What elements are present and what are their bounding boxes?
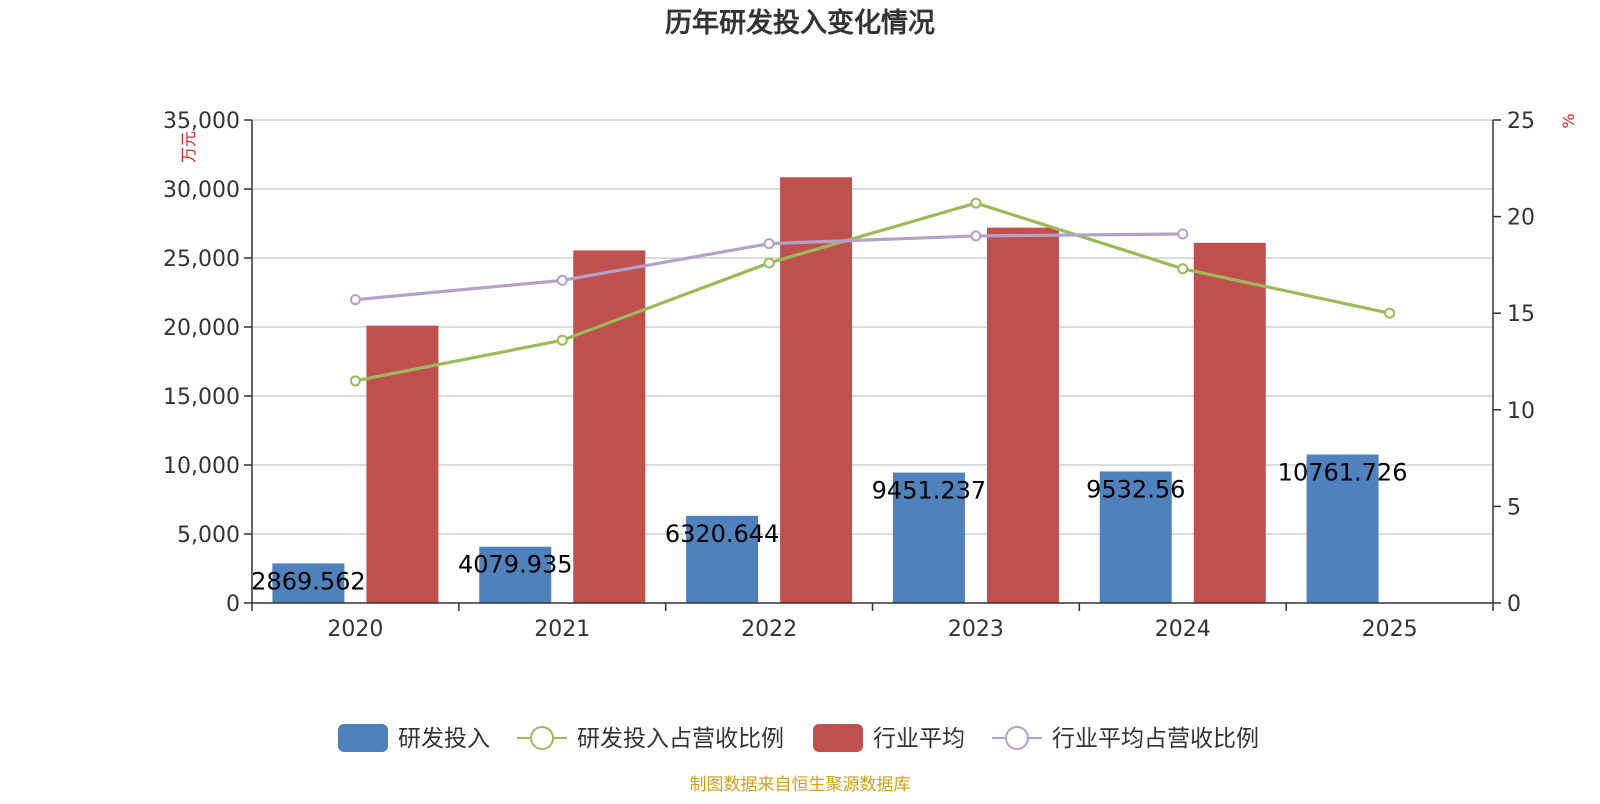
bar-industry (573, 250, 646, 603)
x-tick-label: 2021 (534, 617, 590, 642)
y-left-tick-label: 35,000 (163, 109, 240, 134)
bars (272, 177, 1379, 603)
y-left-tick-label: 25,000 (163, 247, 240, 272)
data-label-rd: 4079.935 (458, 551, 573, 579)
y-right-tick-label: 15 (1507, 302, 1535, 327)
y-left-tick-label: 20,000 (163, 316, 240, 341)
bar-rd (1099, 471, 1172, 603)
y-left-tick-label: 0 (226, 592, 240, 617)
y-right-tick-label: 10 (1507, 399, 1535, 424)
data-labels: 2869.562 4079.935 6320.644 9451.237 9532.56 1… (251, 458, 1407, 595)
point-industry-ratio (763, 238, 775, 250)
legend-label: 研发投入占营收比例 (577, 726, 784, 752)
point-industry-ratio (556, 274, 568, 286)
legend: 研发投入 研发投入占营收比例 行业平均 行业平均占营收比例 (338, 724, 1259, 752)
source-note: 制图数据来自恒生聚源数据库 (690, 775, 911, 795)
x-tick-label: 2020 (327, 617, 383, 642)
line-rd-ratio (355, 201, 1390, 383)
point-industry-ratio (970, 230, 982, 242)
legend-label: 行业平均 (873, 726, 965, 752)
legend-swatch-marker (1005, 726, 1029, 750)
x-tick-label: 2022 (741, 617, 797, 642)
y-axis-right-label: % (1559, 113, 1578, 128)
y-left-tick-label: 5,000 (177, 523, 240, 548)
y-left-tick-label: 15,000 (163, 385, 240, 410)
legend-label: 研发投入 (398, 726, 490, 752)
y-right-tick-label: 5 (1507, 495, 1521, 520)
bar-rd (686, 515, 759, 603)
point-industry-ratio (349, 294, 361, 306)
data-label-rd: 9532.56 (1086, 475, 1185, 503)
x-tick-label: 2025 (1362, 617, 1418, 642)
x-tick-label: 2023 (948, 617, 1004, 642)
bar-rd (479, 546, 552, 603)
bar-rd (1306, 454, 1379, 603)
point-rd-ratio (1177, 263, 1189, 275)
point-rd-ratio (970, 197, 982, 209)
legend-swatch-bar (813, 724, 863, 752)
y-right-tick-label: 20 (1507, 206, 1535, 231)
y-right-tick-label: 0 (1507, 592, 1521, 617)
point-industry-ratio (1177, 228, 1189, 240)
grid-lines (252, 119, 1493, 535)
axes: 0 5,000 10,000 15,000 20,000 25,000 30,000 35,0… (163, 109, 1535, 642)
data-label-rd: 9451.237 (872, 477, 987, 505)
y-left-tick-label: 30,000 (163, 178, 240, 203)
data-label-rd: 2869.562 (251, 567, 366, 595)
point-rd-ratio (1384, 307, 1396, 319)
lines (349, 197, 1396, 387)
bar-rd (892, 472, 965, 603)
y-left-tick-label: 10,000 (163, 454, 240, 479)
legend-swatch-bar (338, 724, 388, 752)
x-tick-label: 2024 (1155, 617, 1211, 642)
legend-swatch-marker (530, 726, 554, 750)
bar-industry (986, 227, 1059, 603)
point-rd-ratio (349, 375, 361, 387)
bar-rd (272, 563, 345, 603)
bar-industry (1193, 242, 1266, 603)
point-rd-ratio (763, 257, 775, 269)
y-axis-left-label: 万元 (179, 131, 198, 163)
data-label-rd: 10761.726 (1278, 458, 1408, 486)
point-rd-ratio (556, 334, 568, 346)
data-label-rd: 6320.644 (665, 520, 780, 548)
y-right-tick-label: 25 (1507, 109, 1535, 134)
legend-label: 行业平均占营收比例 (1052, 726, 1259, 752)
chart-title: 历年研发投入变化情况 (665, 7, 935, 39)
